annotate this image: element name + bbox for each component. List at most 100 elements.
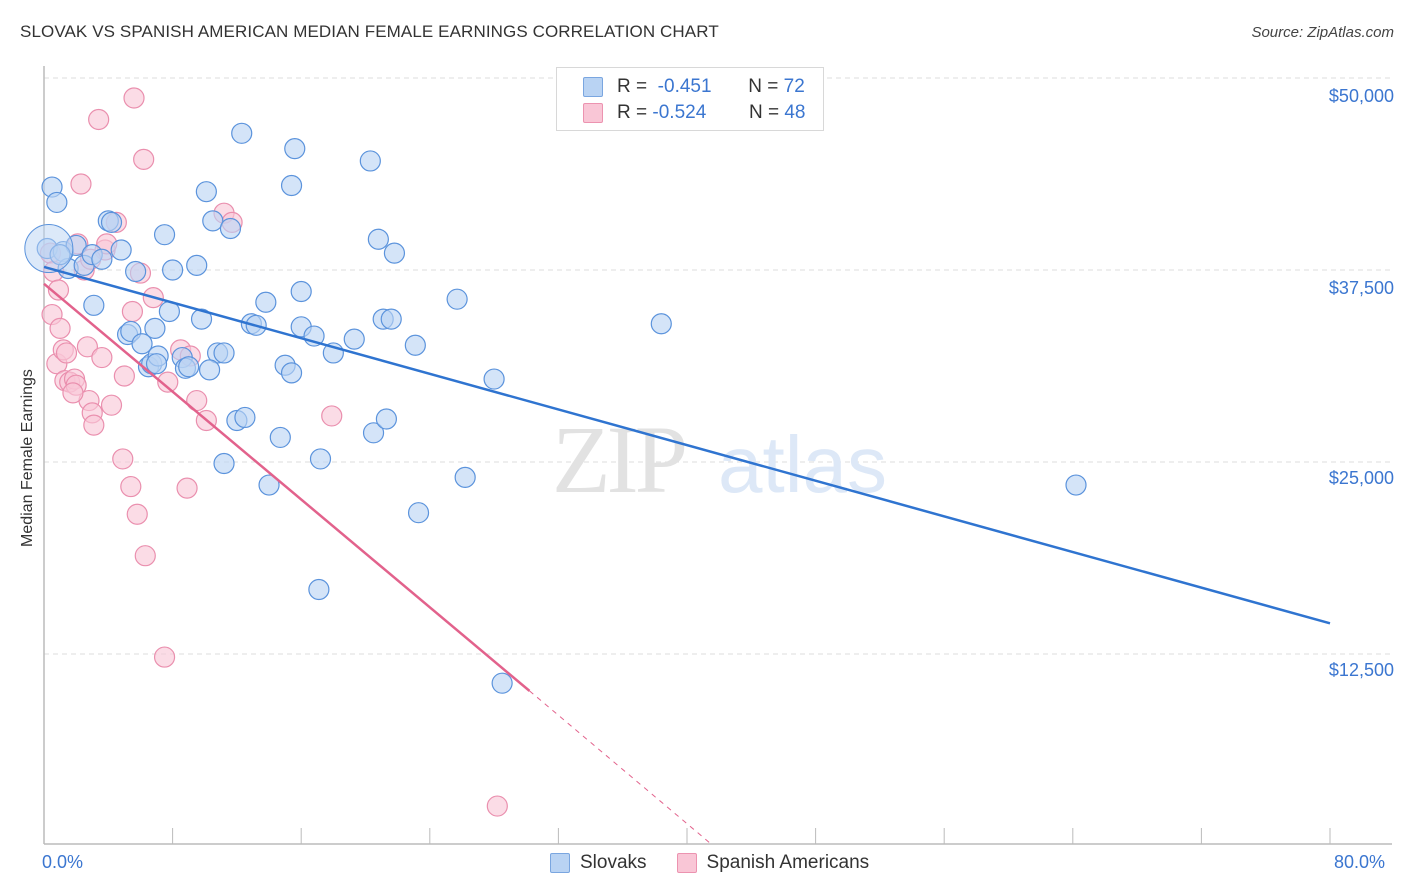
data-point (269, 426, 291, 449)
data-point (234, 406, 256, 429)
data-point (100, 211, 123, 233)
data-point (380, 308, 402, 330)
gridlines (44, 77, 1392, 655)
data-point (47, 279, 70, 301)
data-point (190, 308, 213, 330)
data-point (213, 452, 235, 475)
data-point (290, 280, 312, 303)
data-point (133, 148, 155, 171)
data-point (112, 448, 134, 470)
data-point (309, 448, 332, 470)
chart-title: SLOVAK VS SPANISH AMERICAN MEDIAN FEMALE… (20, 22, 719, 41)
x-tick-max: 80.0% (1334, 852, 1386, 872)
data-point (446, 288, 468, 310)
slovaks-points (24, 122, 1087, 694)
r-value: -0.524 (652, 102, 707, 123)
data-point (280, 174, 303, 197)
data-point (284, 138, 306, 160)
svg-text:ZIP: ZIP (552, 406, 685, 513)
data-point (178, 356, 200, 378)
y-tick-37500: $37,500 (1328, 278, 1394, 298)
legend-label: Spanish Americans (706, 852, 870, 873)
data-point (46, 191, 68, 214)
data-point (144, 317, 166, 339)
x-tick-min: 0.0% (42, 852, 84, 872)
data-point (202, 210, 224, 232)
data-point (70, 173, 92, 195)
data-point (407, 502, 430, 524)
data-point (100, 394, 123, 416)
data-point (195, 181, 217, 203)
data-point (321, 405, 343, 427)
series-legend: Slovaks Spanish Americans (550, 852, 899, 874)
slovaks-trend-line (43, 265, 1331, 625)
data-point (157, 371, 179, 393)
n-value: 72 (783, 76, 805, 97)
legend-item-slovaks[interactable]: Slovaks (550, 852, 647, 874)
spanish-trend-line (43, 282, 531, 692)
slovaks-swatch-icon (550, 853, 570, 873)
data-point (123, 87, 145, 109)
data-point (198, 359, 221, 381)
data-point (404, 334, 426, 356)
data-point (55, 342, 78, 364)
watermark: ZIP atlas (552, 406, 887, 513)
data-point (383, 242, 406, 264)
r-label: R = (617, 76, 648, 97)
data-point (145, 353, 168, 375)
data-point (219, 217, 242, 240)
data-point (125, 260, 147, 283)
y-tick-12500: $12,500 (1328, 660, 1394, 680)
spanish-americans-points (39, 87, 508, 817)
data-point (49, 317, 71, 339)
data-point (186, 254, 208, 276)
spanish-trend-extension (529, 690, 712, 845)
y-tick-25000: $25,000 (1328, 468, 1394, 488)
trend-lines (43, 265, 1331, 845)
axes (43, 66, 1392, 845)
data-point (91, 346, 113, 369)
data-point (83, 294, 105, 316)
data-point (454, 466, 476, 488)
spanish-americans-swatch-icon (583, 103, 603, 123)
data-point (176, 477, 198, 499)
data-point (213, 342, 235, 364)
y-tick-50000: $50,000 (1328, 86, 1394, 106)
spanish-americans-swatch-icon (676, 853, 697, 873)
data-point (121, 300, 144, 323)
r-value: -0.451 (657, 76, 712, 97)
data-point (120, 475, 142, 498)
data-point (255, 291, 277, 313)
data-point (153, 646, 176, 668)
data-point (362, 422, 385, 444)
data-point (126, 503, 148, 525)
data-point (131, 333, 153, 355)
data-point (486, 795, 508, 817)
data-point (153, 224, 176, 246)
legend-row-slovaks: R = -0.451 N = 72 (583, 75, 805, 99)
svg-text:atlas: atlas (718, 420, 887, 509)
source-label: Source: ZipAtlas.com (1251, 24, 1394, 41)
legend-label: Slovaks (580, 852, 647, 873)
data-point (91, 248, 113, 270)
legend-row-spanish-americans: R = -0.524 N = 48 (583, 101, 805, 125)
data-point (162, 259, 184, 281)
data-point (650, 313, 672, 335)
data-point (110, 239, 132, 261)
data-point (83, 414, 105, 436)
data-point (62, 382, 84, 404)
data-point (134, 545, 156, 567)
slovaks-swatch-icon (583, 77, 603, 97)
data-point (258, 474, 280, 496)
data-point (308, 578, 330, 601)
legend-item-spanish-americans[interactable]: Spanish Americans (676, 852, 870, 874)
r-label: R = (617, 102, 648, 123)
correlation-legend: R = -0.451 N = 72 R = -0.524 N = 48 (556, 67, 824, 131)
n-label: N = (748, 102, 780, 123)
data-point (491, 672, 513, 694)
data-point (359, 150, 381, 172)
data-point (1065, 474, 1087, 496)
data-point (113, 365, 135, 387)
data-point (88, 108, 110, 131)
